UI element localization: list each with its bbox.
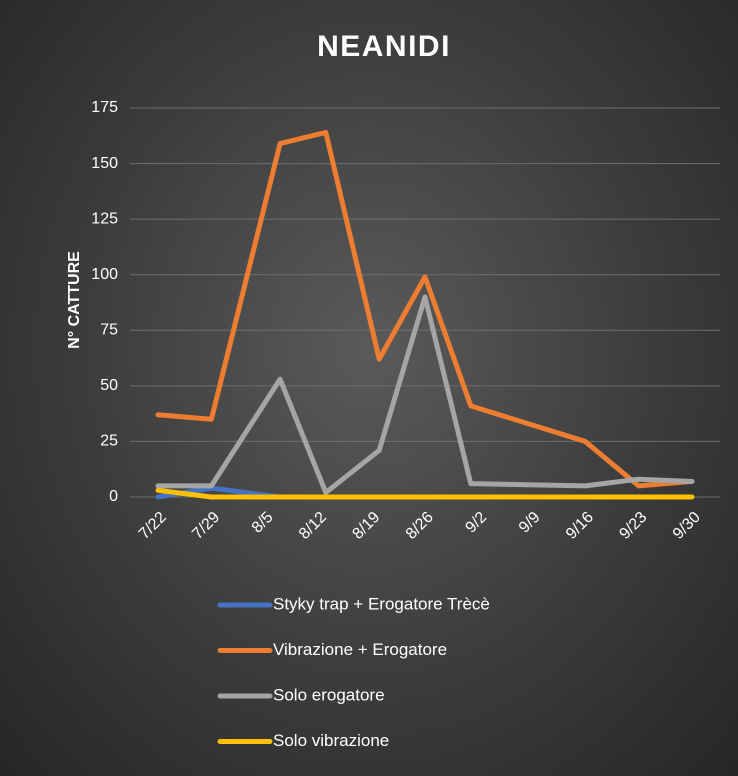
legend-label: Vibrazione + Erogatore [273,640,447,659]
y-tick-label: 50 [100,377,118,394]
legend-label: Styky trap + Erogatore Trècè [273,594,490,613]
series-line [155,129,695,489]
legend-label: Solo erogatore [273,685,385,704]
x-tick-label: 7/22 [136,509,170,543]
y-axis-label: N° CATTURE [66,251,83,349]
y-tick-label: 175 [91,99,118,116]
y-tick-label: 25 [100,433,118,450]
x-tick-label: 9/30 [670,509,704,543]
series-line [155,487,695,500]
x-tick-label: 9/16 [563,509,597,543]
x-tick-label: 8/19 [349,509,383,543]
x-tick-label: 7/29 [189,509,223,543]
y-tick-label: 100 [91,266,118,283]
chart-title: NEANIDI [317,30,451,63]
y-tick-label: 125 [91,210,118,227]
x-tick-label: 9/9 [516,509,544,537]
series-line [155,294,695,496]
x-tick-label: 8/26 [403,509,437,543]
x-tick-label: 9/2 [462,509,490,537]
y-tick-label: 75 [100,322,118,339]
x-tick-label: 8/5 [249,509,277,537]
legend-label: Solo vibrazione [273,731,389,750]
x-tick-label: 8/12 [296,509,330,543]
x-tick-label: 9/23 [616,509,650,543]
y-tick-label: 150 [91,155,118,172]
y-tick-label: 0 [109,488,118,505]
